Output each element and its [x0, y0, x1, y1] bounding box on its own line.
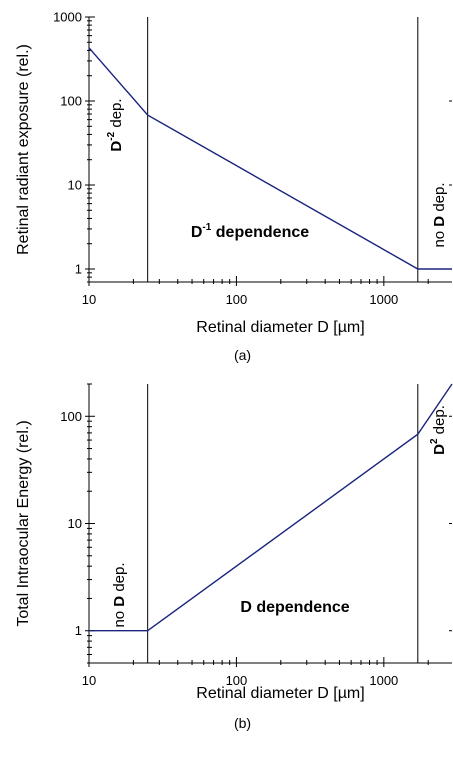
annotation-d2-base: D [108, 141, 125, 152]
x-tick-label: 10 [82, 673, 96, 688]
annotation-d1-base: D [191, 224, 203, 241]
annotation-d2: D2 dep. [429, 405, 448, 455]
annotation-d2-sup: -2 [106, 131, 117, 140]
annotation-d2-rest: dep. [108, 98, 125, 131]
x-tick-label: 1000 [369, 673, 398, 688]
annotation-none: no D dep. [431, 182, 448, 247]
y-tick-label: 1 [75, 261, 82, 276]
annotation-d1-base: D [240, 599, 252, 616]
x-axis-label: Retinal diameter D [µm] [196, 685, 364, 702]
annotation-none-pre: no [431, 227, 448, 248]
x-tick-label: 10 [82, 292, 96, 307]
annotation-d2: D-2 dep. [106, 98, 125, 151]
annotation-d1: D dependence [240, 599, 349, 616]
annotation-d2-rest: dep. [431, 405, 448, 438]
y-tick-label: 100 [60, 409, 82, 424]
y-tick-label: 10 [68, 177, 82, 192]
annotation-none-pre: no [111, 607, 128, 628]
annotation-d2-sup: 2 [429, 438, 440, 444]
y-axis-label: Total Intraocular Energy (rel.) [15, 420, 32, 626]
annotation-none-base: D [111, 596, 128, 607]
y-tick-label: 1 [75, 623, 82, 638]
x-tick-label: 1000 [369, 292, 398, 307]
annotation-d1-sup: -1 [202, 222, 211, 233]
data-line [88, 47, 452, 270]
panel-a: 10 100 1000 1 10 100 1000 Retinal diameter D [µ… [15, 10, 452, 363]
annotation-none: no D dep. [111, 562, 128, 627]
x-tick-label: 100 [226, 292, 248, 307]
panel-caption: (a) [234, 347, 251, 363]
annotation-d1-rest: dependence [211, 224, 309, 241]
annotation-none-rest: dep. [431, 182, 448, 215]
annotation-d1: D-1 dependence [191, 222, 309, 241]
annotation-none-base: D [431, 216, 448, 227]
y-tick-label: 10 [68, 516, 82, 531]
annotation-d2-base: D [431, 444, 448, 455]
data-line [89, 383, 453, 632]
annotation-d1-rest: dependence [252, 599, 350, 616]
x-tick-label: 100 [226, 673, 248, 688]
y-tick-label: 100 [60, 93, 82, 108]
y-tick-label: 1000 [53, 10, 82, 25]
y-axis-label: Retinal radiant exposure (rel.) [15, 44, 32, 255]
panel-caption: (b) [234, 715, 251, 731]
annotation-none-rest: dep. [111, 562, 128, 595]
x-axis-label: Retinal diameter D [µm] [196, 319, 364, 336]
